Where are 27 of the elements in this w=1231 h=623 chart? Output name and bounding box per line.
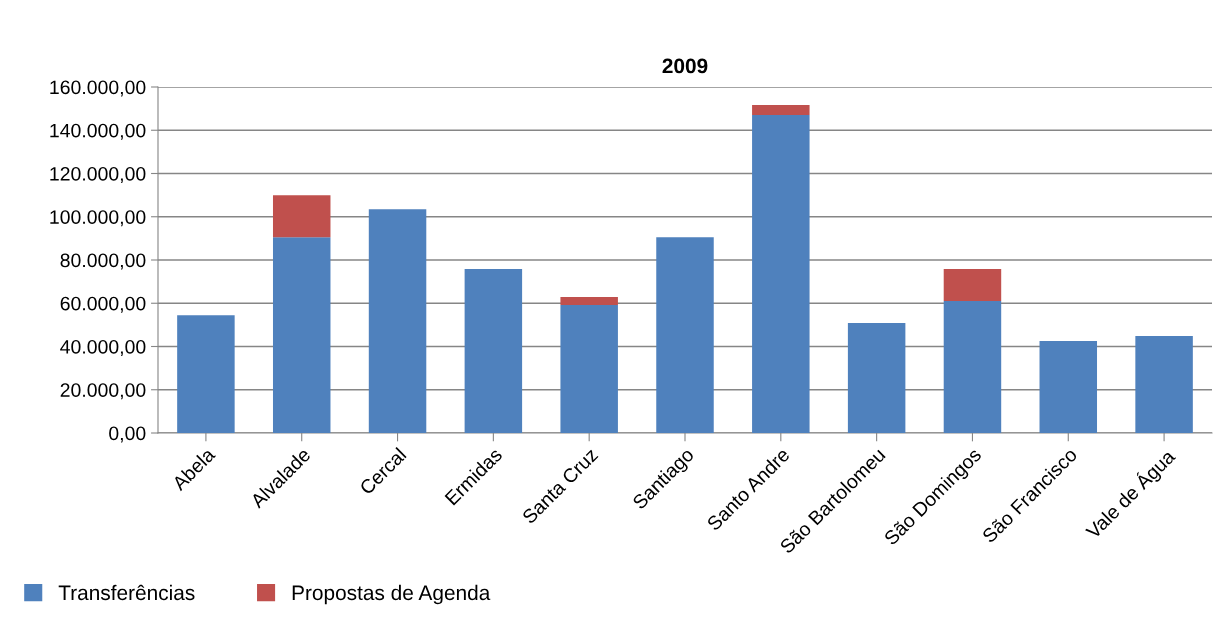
y-tick-label: 160.000,00 (50, 80, 146, 97)
legend-label: Propostas de Agenda (292, 584, 491, 605)
bar (368, 209, 427, 433)
bar (943, 301, 1002, 433)
chart-title: 2009 (662, 58, 708, 74)
bar (847, 322, 906, 433)
bar (1039, 341, 1098, 433)
y-tick-label: 140.000,00 (50, 123, 146, 140)
bar (560, 304, 618, 433)
bar (656, 237, 714, 433)
bar (1135, 335, 1193, 433)
bar (560, 296, 618, 305)
y-tick-label: 120.000,00 (50, 166, 146, 184)
bar (272, 195, 331, 238)
bar (752, 115, 810, 433)
bar (943, 269, 1002, 302)
y-tick-label: 100.000,00 (50, 210, 146, 227)
y-tick-label: 60.000,00 (60, 296, 146, 313)
y-tick-label: 40.000,00 (60, 339, 146, 357)
legend-label: Transferências (58, 584, 195, 601)
y-tick-label: 0,00 (109, 426, 146, 443)
bar (177, 315, 235, 433)
bar (464, 269, 523, 433)
bar (752, 104, 810, 116)
y-tick-label: 20.000,00 (60, 383, 146, 400)
y-tick-label: 80.000,00 (60, 253, 146, 270)
bar (272, 237, 331, 433)
